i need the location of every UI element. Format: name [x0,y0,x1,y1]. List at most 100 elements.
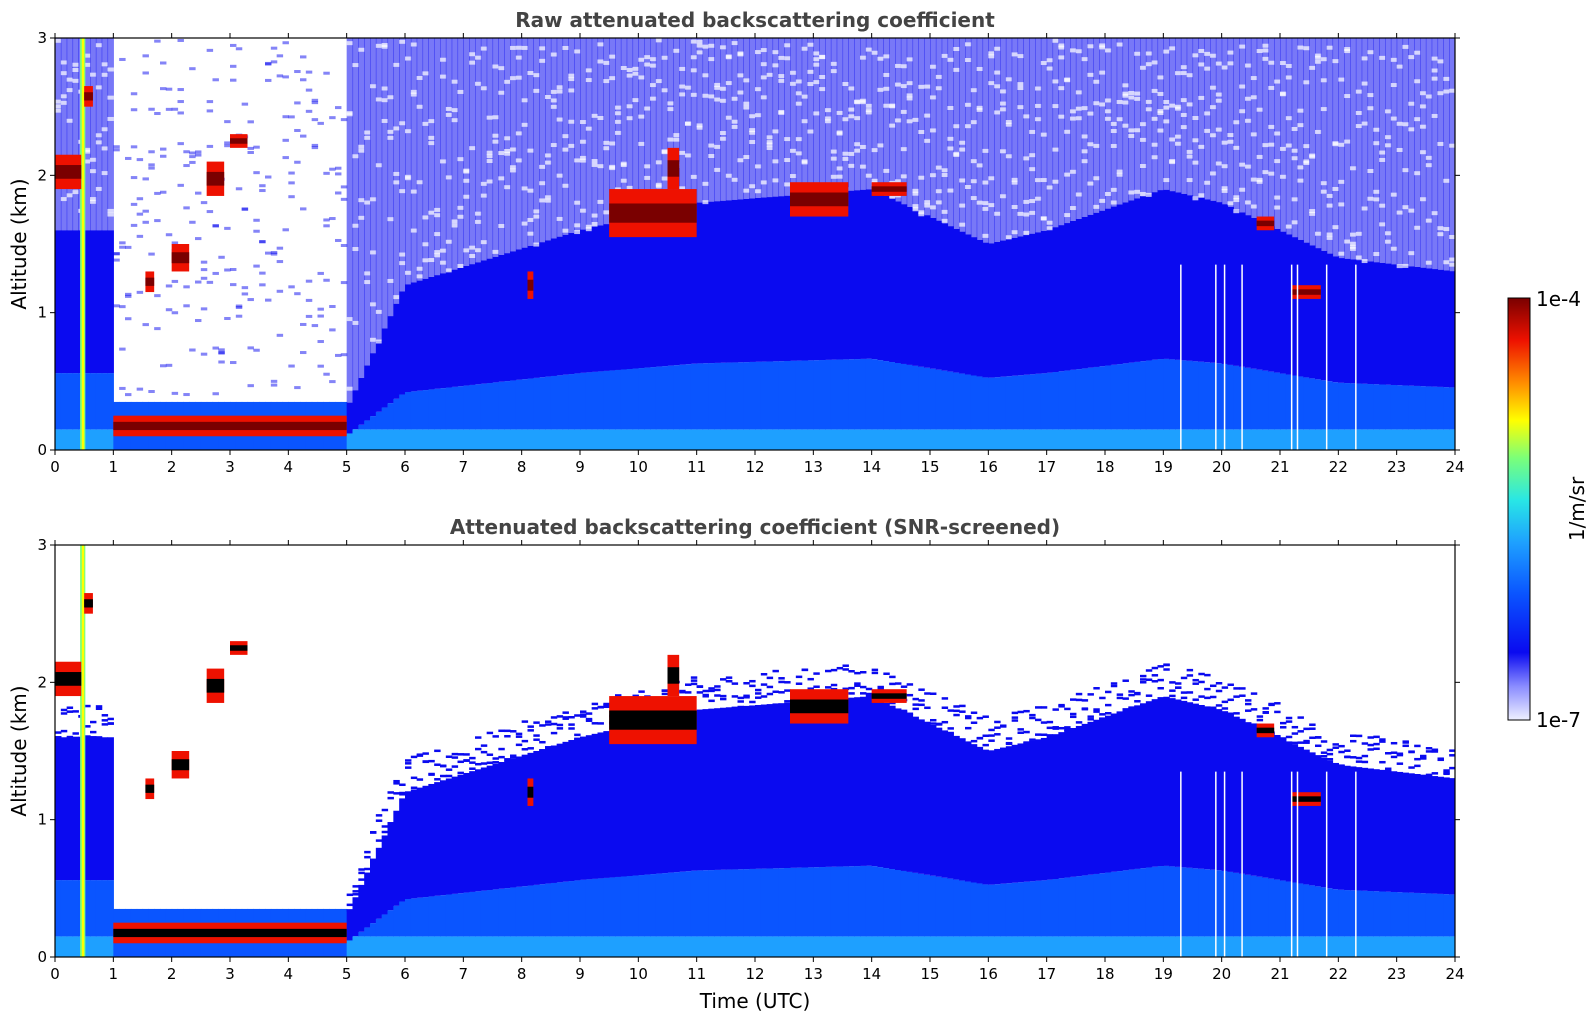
noise-cell [475,248,482,253]
noise-cell [270,383,278,387]
screened-cell [1250,723,1258,726]
aerosol-cell [545,883,552,937]
screened-cell [1035,733,1042,736]
noise-cell [206,48,214,52]
time-column [935,38,943,450]
aerosol-cell [515,379,523,430]
aerosol-cell [1215,870,1223,937]
noise-band [1169,38,1176,192]
aerosol-cell [1355,767,1363,891]
noise-cell [317,121,324,125]
aerosol-cell [1011,237,1019,376]
time-column [527,725,534,957]
screened-cell [883,672,890,676]
time-column [685,38,692,450]
time-column [1420,38,1427,450]
aerosol-cell [55,737,62,881]
noise-cell [200,352,208,356]
aerosol-cell [650,213,657,368]
time-column [381,38,389,450]
time-column [510,730,517,957]
time-column [1425,747,1433,957]
time-column [352,38,359,450]
aerosol-cell [1005,936,1013,957]
aerosol-cell [895,936,902,957]
aerosol-cell [988,243,995,378]
noise-cell [1256,179,1264,184]
aerosol-cell [1175,699,1182,867]
aerosol-cell [416,897,424,937]
noise-cell [1443,89,1450,94]
aerosol-cell [434,895,441,937]
noise-band [1011,38,1019,238]
aerosol-cell [1017,743,1024,883]
time-column [959,38,966,450]
screened-cell [900,709,908,713]
time-column [370,831,377,957]
time-column [667,38,674,450]
noise-cell [1285,116,1293,121]
noise-cell [253,171,260,175]
noise-cell [1402,122,1409,127]
aerosol-cell [755,429,762,450]
noise-cell [440,260,447,265]
noise-cell [410,92,418,97]
aerosol-cell [358,931,365,937]
aerosol-cell [545,240,552,377]
time-column [690,676,698,957]
aerosol-cell [1250,368,1258,430]
noise-cell [749,140,756,145]
aerosol-cell [1390,771,1398,892]
noise-cell [545,94,552,99]
screened-cell [1338,750,1345,754]
noise-cell [1122,123,1129,128]
cloud-core [145,277,155,286]
screened-cell [988,728,995,732]
screened-cell [947,727,954,730]
screened-cell [1093,687,1100,690]
aerosol-cell [1233,872,1240,937]
screened-cell [1163,663,1170,667]
noise-band [755,38,762,198]
aerosol-cell [772,868,779,937]
noise-cell [871,50,879,55]
screened-cell [1443,772,1450,776]
aerosol-cell [638,429,645,450]
noise-cell [1163,119,1170,124]
screened-cell [1169,694,1176,698]
time-column [1105,690,1112,957]
noise-cell [813,51,820,56]
aerosol-cell [66,373,74,430]
aerosol-cell [1303,749,1310,885]
screened-cell [970,721,978,724]
x-tick-label: 5 [342,965,352,983]
aerosol-cell [521,247,529,380]
noise-cell [55,99,62,104]
screened-cell [959,704,966,708]
noise-cell [813,62,820,67]
x-tick-label: 21 [1270,965,1289,983]
screened-cell [585,712,593,715]
noise-cell [1332,59,1339,64]
aerosol-cell [1449,387,1455,430]
noise-cell [154,327,161,331]
aerosol-cell [725,707,733,870]
aerosol-cell [947,371,954,430]
aerosol-cell [1344,383,1351,430]
aerosol-cell [393,398,400,430]
x-tick-label: 9 [575,458,585,476]
screened-cell [574,733,581,737]
aerosol-cell [1379,384,1386,430]
time-column [1437,38,1444,450]
noise-cell [317,364,324,368]
noise-cell [440,159,447,164]
noise-cell [1151,155,1159,160]
noise-cell [1000,101,1007,106]
time-column [731,682,739,957]
noise-cell [445,106,453,111]
noise-band [760,38,768,198]
noise-cell [1449,143,1455,148]
aerosol-cell [918,212,925,367]
x-tick-label: 7 [459,965,469,983]
aerosol-cell [836,698,844,867]
